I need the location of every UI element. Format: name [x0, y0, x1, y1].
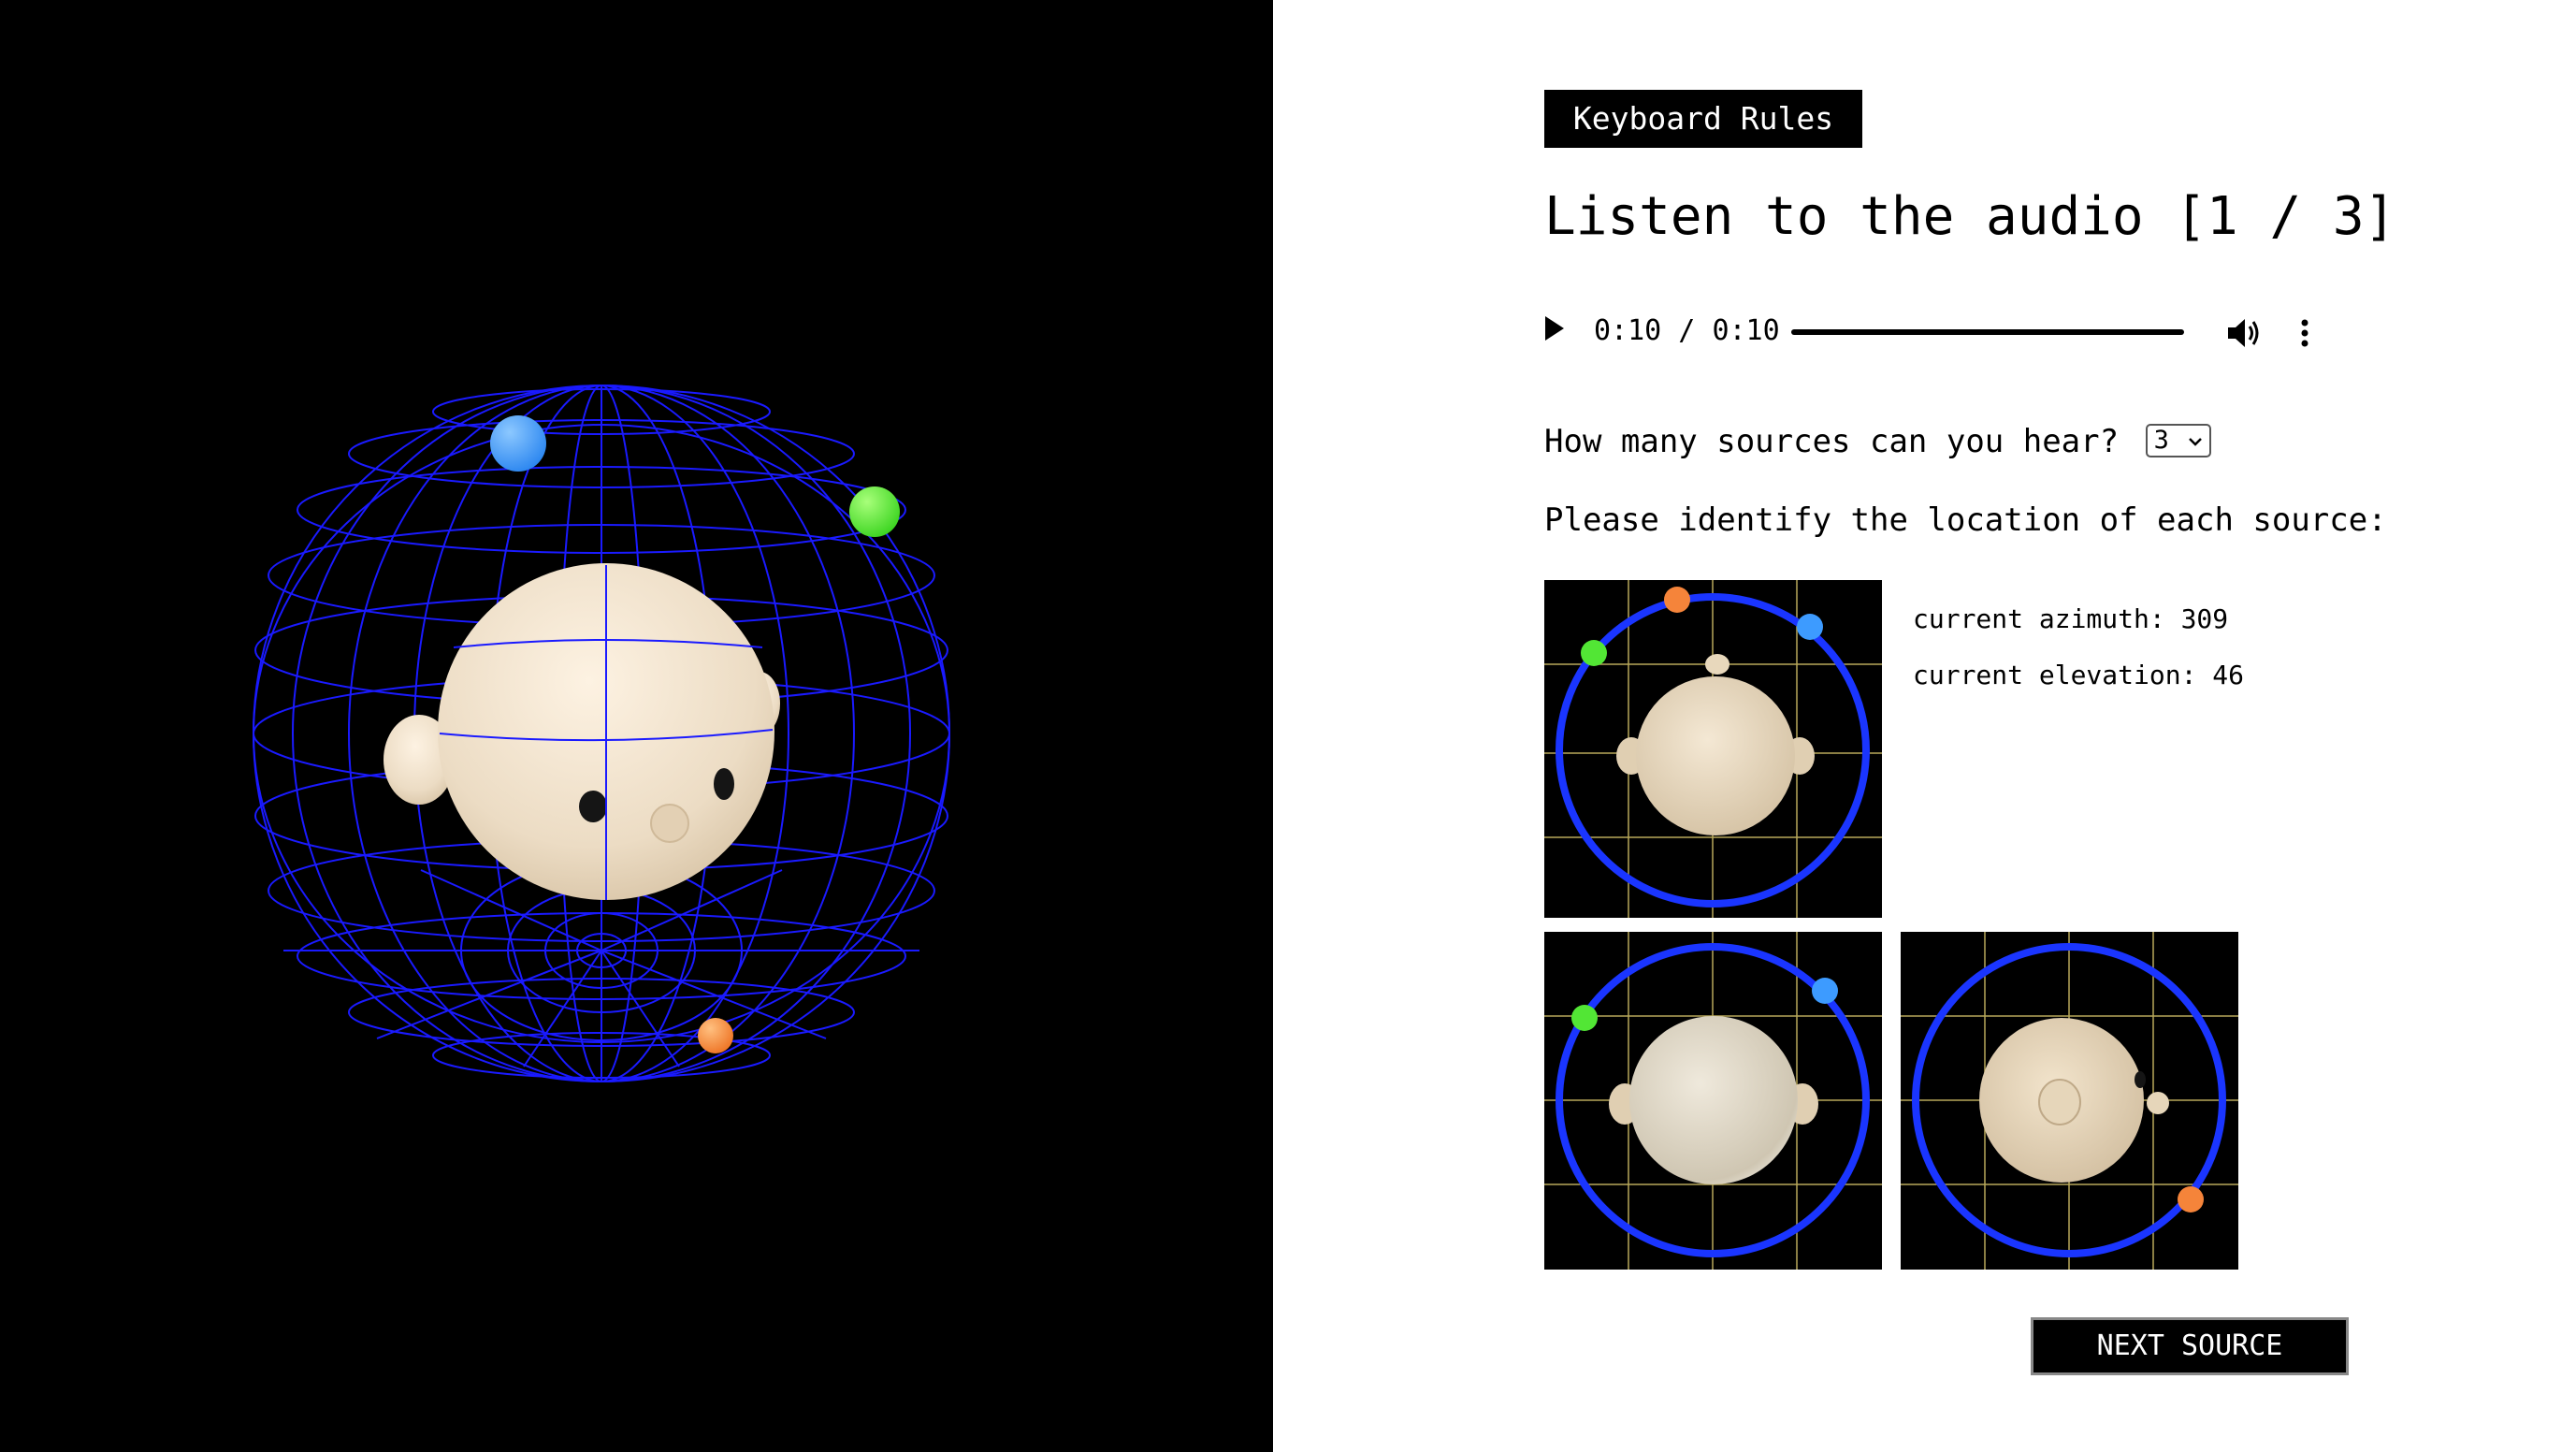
chevron-down-icon	[2188, 437, 2202, 446]
source-green-marker[interactable]	[1571, 1005, 1598, 1031]
identify-prompt: Please identify the location of each sou…	[1544, 501, 2387, 539]
more-options-icon[interactable]	[2294, 314, 2316, 352]
sources-question: How many sources can you hear? 3	[1544, 419, 2211, 464]
source-green-marker[interactable]	[1581, 640, 1607, 666]
source-blue-marker[interactable]	[1797, 614, 1823, 640]
front-view-picker[interactable]	[1544, 932, 1882, 1270]
scene-3d-viewport[interactable]	[0, 0, 1273, 1452]
audio-player[interactable]: 0:10 / 0:10	[1534, 299, 2320, 365]
head-front-view	[1609, 1016, 1818, 1184]
left-ear	[384, 715, 455, 805]
sources-count-select[interactable]: 3	[2145, 423, 2211, 457]
side-view-picker[interactable]	[1901, 932, 2238, 1270]
audio-current-time: 0:10	[1594, 314, 1662, 347]
head-model	[384, 563, 780, 900]
orbit-ring	[1556, 943, 1870, 1257]
orbit-ring	[1556, 593, 1870, 908]
left-eye	[579, 791, 607, 822]
scene-3d-canvas[interactable]	[0, 0, 1273, 1452]
page-title: Listen to the audio [1 / 3]	[1544, 186, 2396, 247]
nose	[650, 804, 689, 843]
keyboard-rules-button[interactable]: Keyboard Rules	[1544, 90, 1862, 148]
source-blue-sphere[interactable]	[490, 415, 546, 472]
top-view-picker[interactable]	[1544, 580, 1882, 918]
play-icon[interactable]	[1545, 316, 1564, 341]
sources-question-label: How many sources can you hear?	[1544, 423, 2120, 460]
sources-count-value: 3	[2153, 425, 2169, 455]
source-orange-sphere[interactable]	[698, 1018, 733, 1053]
source-blue-marker[interactable]	[1812, 978, 1838, 1004]
wireframe-sphere	[253, 385, 950, 1082]
azimuth-readout: current azimuth: 309	[1913, 601, 2228, 638]
audio-time-separator: /	[1661, 314, 1713, 347]
right-eye	[714, 768, 734, 800]
elevation-value: 46	[2212, 660, 2245, 690]
elevation-label: current elevation:	[1913, 660, 2197, 690]
volume-icon[interactable]	[2224, 314, 2262, 352]
azimuth-value: 309	[2180, 603, 2229, 634]
next-source-button[interactable]: NEXT SOURCE	[2031, 1317, 2349, 1375]
elevation-readout: current elevation: 46	[1913, 657, 2244, 694]
source-orange-marker[interactable]	[2178, 1186, 2204, 1212]
orbit-ring	[1912, 943, 2226, 1257]
source-orange-marker[interactable]	[1664, 587, 1690, 613]
wireframe-front-lines	[439, 565, 774, 900]
azimuth-label: current azimuth:	[1913, 603, 2165, 634]
audio-duration: 0:10	[1712, 314, 1780, 347]
source-green-sphere[interactable]	[849, 486, 900, 537]
head-side-view	[1979, 1018, 2169, 1183]
head-top-view	[1616, 654, 1815, 835]
audio-progress-bar[interactable]	[1791, 329, 2184, 335]
audio-time: 0:10 / 0:10	[1594, 312, 1780, 350]
